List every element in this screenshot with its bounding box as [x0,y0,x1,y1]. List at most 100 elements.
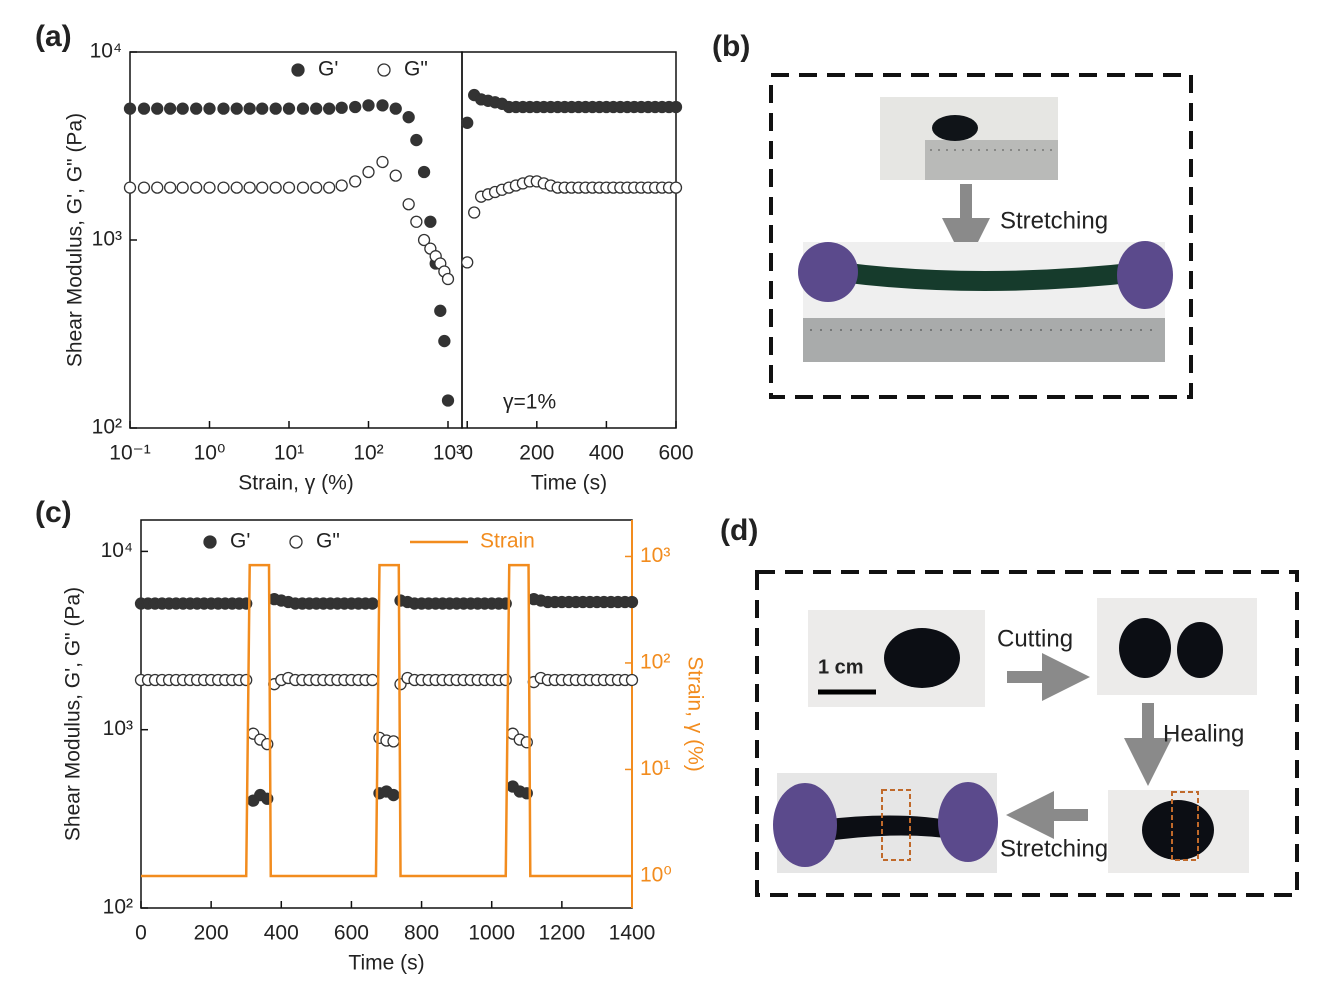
photo [1108,790,1249,873]
x-tick-label: 800 [404,922,439,945]
data-point [240,673,253,687]
y-tick-label: 10³ [92,228,122,251]
data-point [269,181,282,194]
data-point [296,102,310,115]
data-point [282,181,296,194]
data-point [243,181,256,194]
step-label: Stretching [1000,207,1108,234]
x-tick-label: 10³ [433,442,463,465]
legend-label: Strain [480,530,535,553]
data-point [282,102,296,115]
panel-label: (a) [35,20,72,53]
legend-label: G" [404,58,428,81]
strain-line [141,563,632,878]
x-tick-label: 10⁰ [194,442,226,465]
data-point [203,102,216,115]
data-point [387,788,400,802]
data-point [625,595,639,609]
x-tick-label: 1200 [538,922,585,945]
x-tick-label: 0 [461,442,473,465]
legend-marker [289,535,303,549]
x-tick-label: 10² [353,442,383,465]
data-point [349,175,362,188]
x-tick-label: 10¹ [274,442,304,465]
data-point [323,181,336,194]
data-point [625,673,639,687]
step-label: Healing [1163,720,1244,747]
data-point [441,272,455,286]
dashed-frame [769,73,1193,399]
data-point [441,394,455,407]
y-tick-label: 10² [103,896,133,919]
legend-marker [291,63,305,77]
x-tick-label: 600 [334,922,369,945]
data-point [335,101,348,114]
data-point [461,256,474,269]
data-point [402,111,415,124]
data-point [190,102,203,115]
x-tick-label: 200 [519,442,554,465]
plot-frame [461,51,677,429]
photo [1097,598,1257,695]
data-point [362,165,375,179]
data-point [417,165,431,179]
x-tick-label: 0 [135,922,147,945]
data-point [256,181,269,194]
photo [880,97,1058,180]
legend-marker [203,535,217,549]
step-label: Cutting [997,625,1073,652]
data-point [296,181,310,194]
data-point [376,99,389,112]
x-tick-label: 400 [589,442,624,465]
data-point [123,102,137,115]
data-point [310,181,323,194]
y2-tick-label: 10¹ [640,757,670,780]
x-axis-label: Strain, γ (%) [238,472,354,495]
panel-label: (c) [35,496,72,529]
data-point [190,181,203,194]
data-point [402,198,415,211]
y2-tick-label: 10² [640,651,670,674]
y-tick-label: 10² [92,416,122,439]
data-point [176,181,189,194]
data-point [424,215,437,228]
data-point [217,181,230,194]
x-tick-label: 1000 [468,922,515,945]
x-axis-label: Time (s) [531,472,607,495]
legend-marker [377,63,391,77]
data-point [410,215,423,228]
data-point [323,102,336,115]
y2-tick-label: 10³ [640,544,670,567]
y-axis-label: Shear Modulus, G', G" (Pa) [64,113,87,367]
data-point [389,169,402,182]
x-tick-label: 400 [264,922,299,945]
data-point [256,102,269,115]
step-label: Stretching [1000,835,1108,862]
y-tick-label: 10⁴ [101,539,133,562]
data-point [203,181,216,194]
data-point [438,334,451,348]
data-point [468,206,481,219]
data-point [123,181,137,194]
data-point [417,233,431,247]
data-point [366,673,379,687]
data-point [410,133,423,147]
data-point [335,179,348,192]
scale-bar-label: 1 cm [818,656,864,678]
data-point [669,100,683,114]
data-point [499,673,512,687]
data-point [349,100,362,114]
data-point [137,102,151,115]
data-point [434,304,447,317]
data-point [217,102,230,115]
data-point [164,181,177,194]
data-point [669,181,683,194]
plot-frame [140,519,633,909]
y-tick-label: 10⁴ [90,40,122,63]
y2-axis-label: Strain, γ (%) [683,656,706,772]
legend-label: G' [318,58,338,81]
panel-label: (d) [720,514,758,547]
data-point [164,102,177,115]
data-point [461,116,474,129]
